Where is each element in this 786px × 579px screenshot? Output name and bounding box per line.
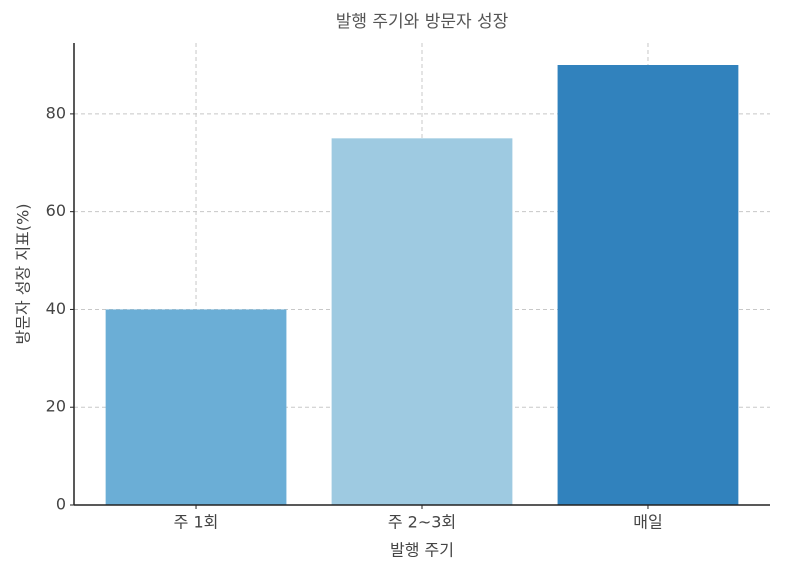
- y-tick-label: 40: [46, 299, 66, 318]
- x-axis-label: 발행 주기: [390, 541, 454, 560]
- x-tick-label: 매일: [633, 513, 662, 532]
- chart-title: 발행 주기와 방문자 성장: [336, 12, 509, 32]
- x-tick-label: 주 1회: [174, 513, 219, 532]
- y-tick-label: 20: [46, 397, 66, 416]
- bar: [331, 138, 513, 506]
- bar: [105, 309, 287, 505]
- y-axis-label: 방문자 성장 지표(%): [14, 204, 33, 345]
- y-tick-label: 80: [46, 103, 66, 122]
- bar: [557, 65, 739, 505]
- x-tick-label: 주 2~3회: [388, 513, 456, 532]
- y-tick-label: 60: [46, 201, 66, 220]
- y-tick-label: 0: [56, 495, 66, 514]
